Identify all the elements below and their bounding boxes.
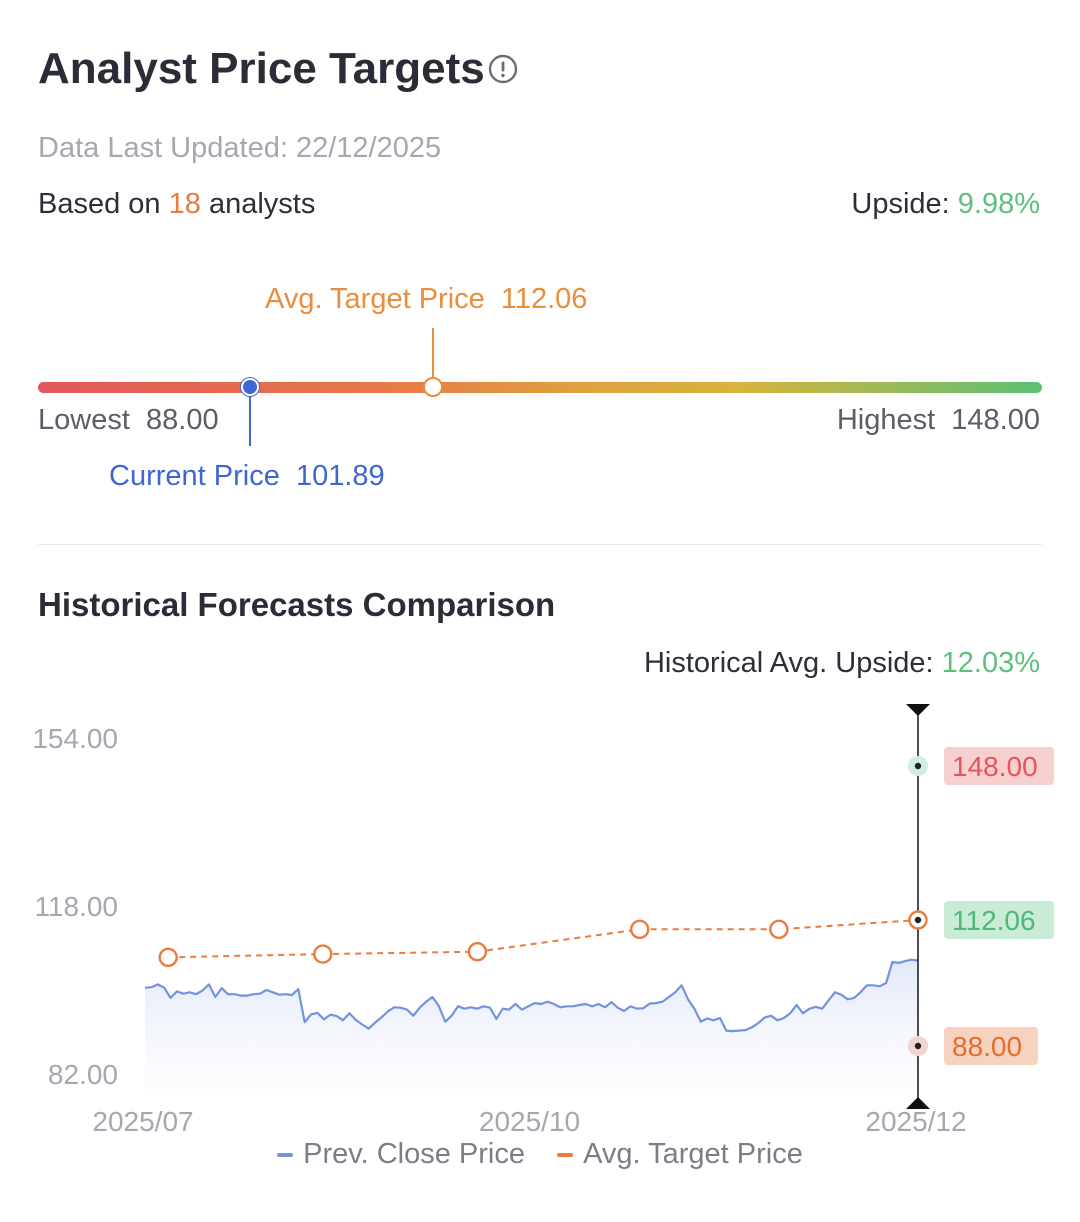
lowest-value: 88.00 [146, 404, 219, 436]
historical-upside-label: Historical Avg. Upside: [643, 647, 934, 679]
y-tick-label: 118.00 [34, 891, 118, 922]
price-range-bar [38, 382, 1042, 393]
upside-value: 9.98% [957, 188, 1040, 220]
x-tick-label: 2025/12 [865, 1106, 966, 1137]
last-updated-text: Data Last Updated: 22/12/2025 [38, 132, 442, 164]
current-price-value: 101.89 [295, 460, 385, 492]
crosshair-bottom-arrow [906, 1097, 930, 1109]
lowest-label: Lowest [38, 404, 130, 436]
legend-target-swatch [557, 1153, 574, 1158]
marker-badge [944, 901, 1054, 939]
close-price-area [145, 959, 918, 1090]
legend-close-label: Prev. Close Price [303, 1138, 526, 1170]
target-point [467, 942, 488, 962]
y-tick-label: 82.00 [48, 1059, 118, 1090]
avg-target-label-text: Avg. Target Price [265, 283, 485, 315]
current-price-stem [249, 396, 251, 446]
upside-text: Upside: 9.98% [851, 188, 1040, 221]
x-tick-label: 2025/10 [479, 1106, 580, 1137]
history-title: Historical Forecasts Comparison [38, 586, 556, 623]
marker-dot [914, 762, 922, 770]
current-price-label-text: Current Price [109, 460, 280, 492]
target-point [630, 919, 650, 940]
target-point [313, 944, 333, 964]
target-price-line [168, 919, 919, 959]
section-divider [38, 544, 1042, 545]
highest-value: 148.00 [951, 404, 1040, 436]
marker-badge [944, 1027, 1038, 1065]
history-chart[interactable]: 154.00 118.00 82.00 2025/07 2025/10 2025/12 14… [0, 690, 1080, 1140]
page-title: Analyst Price Targets [38, 44, 485, 93]
marker-badge-label: 88.00 [952, 1031, 1022, 1062]
lowest-target: Lowest 88.00 [38, 404, 219, 437]
marker-badge-label: 148.00 [952, 751, 1038, 782]
info-circle-icon[interactable] [488, 54, 518, 84]
current-price-marker [241, 378, 259, 396]
highest-label: Highest [836, 404, 936, 436]
based-prefix: Based on [38, 188, 161, 220]
marker-dot [914, 1042, 922, 1050]
historical-upside-text: Historical Avg. Upside: 12.03% [644, 647, 1040, 680]
legend-close[interactable]: Prev. Close Price [277, 1138, 525, 1171]
target-point-center [914, 916, 922, 924]
legend-target-label: Avg. Target Price [583, 1138, 803, 1170]
legend-target[interactable]: Avg. Target Price [557, 1138, 803, 1171]
upside-label: Upside: [851, 188, 950, 220]
current-price-label: Current Price 101.89 [109, 460, 385, 493]
avg-target-label: Avg. Target Price 112.06 [265, 283, 587, 316]
avg-target-marker [423, 377, 443, 397]
target-point [158, 947, 178, 968]
marker-badge-label: 112.06 [952, 905, 1036, 936]
analyst-count: 18 [168, 188, 201, 220]
analyst-count-text: Based on 18 analysts [38, 188, 315, 221]
based-suffix: analysts [208, 188, 316, 220]
target-point [769, 919, 789, 940]
highest-target: Highest 148.00 [837, 404, 1040, 437]
chart-legend: Prev. Close Price Avg. Target Price [0, 1138, 1080, 1171]
avg-target-stem [432, 328, 434, 380]
x-tick-label: 2025/07 [92, 1106, 193, 1137]
avg-target-value: 112.06 [500, 283, 588, 315]
close-price-line [144, 958, 919, 1033]
y-tick-label: 154.00 [32, 723, 118, 754]
crosshair-top-arrow [906, 704, 930, 716]
legend-close-swatch [277, 1153, 294, 1158]
historical-upside-value: 12.03% [941, 647, 1040, 679]
marker-badge [944, 747, 1054, 785]
